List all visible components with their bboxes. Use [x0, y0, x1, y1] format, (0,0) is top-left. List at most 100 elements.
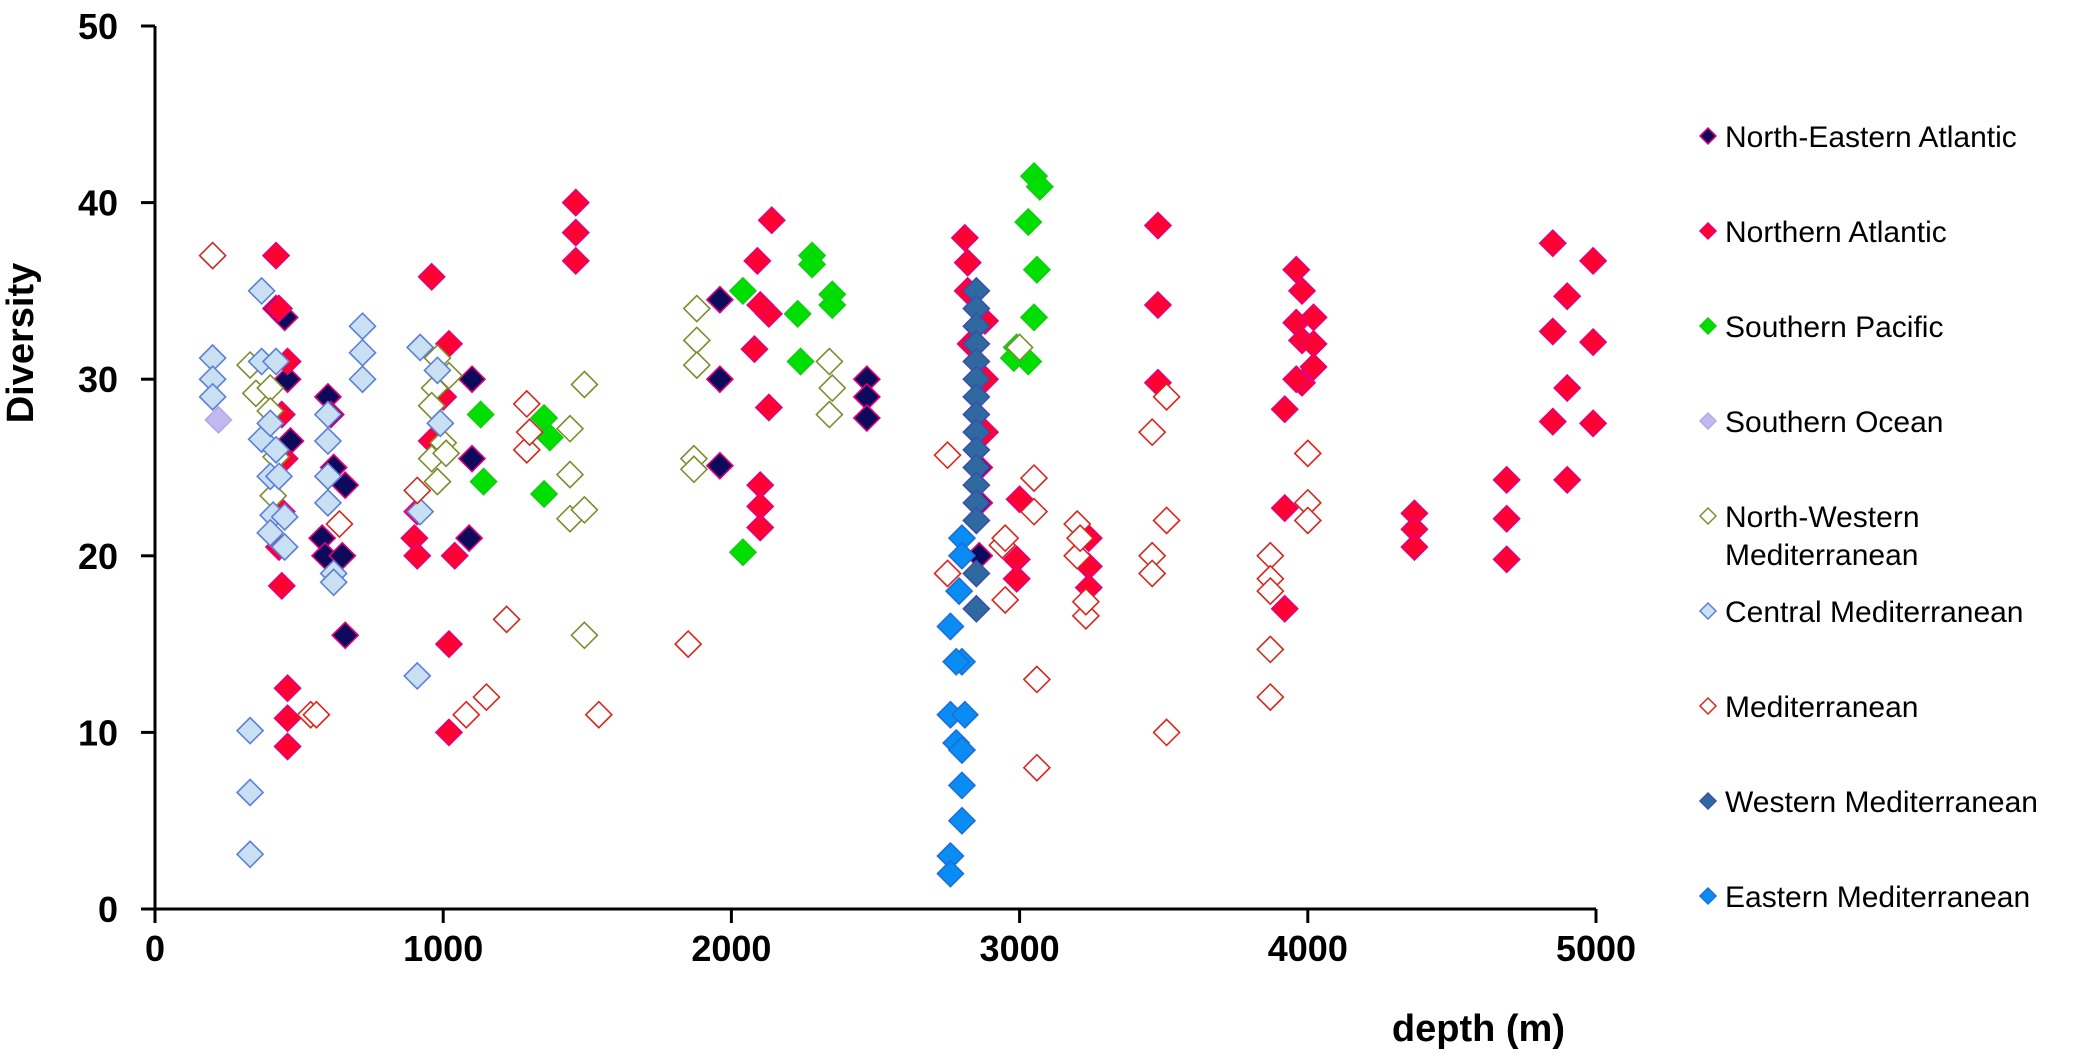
data-point	[492, 605, 521, 634]
data-point	[1143, 211, 1173, 240]
legend-label: Southern Pacific	[1725, 311, 1943, 344]
series-northern-atlantic	[261, 188, 1608, 761]
data-point	[555, 414, 585, 443]
legend-marker	[1698, 506, 1718, 526]
data-point	[256, 409, 285, 438]
legend-marker	[1698, 791, 1718, 811]
data-point	[1270, 594, 1299, 623]
legend-marker	[1698, 886, 1718, 906]
data-point	[962, 506, 991, 535]
data-point	[417, 262, 446, 291]
data-points	[198, 161, 1608, 888]
data-point	[273, 704, 302, 733]
data-point	[264, 462, 294, 491]
legend-label: North-Eastern Atlantic	[1725, 121, 2017, 154]
legend-marker	[1698, 126, 1718, 146]
data-point	[1538, 317, 1567, 346]
data-point	[1256, 682, 1285, 712]
data-point	[403, 476, 432, 505]
data-point	[256, 518, 285, 547]
legend-label: North-Western	[1725, 501, 1920, 534]
data-point	[426, 409, 455, 438]
data-point	[570, 621, 599, 650]
legend-item: Southern Ocean	[1698, 406, 1943, 439]
legend: North-Eastern Atlantic Northern Atlantic S…	[1698, 121, 2038, 914]
data-point	[1019, 497, 1049, 526]
data-point	[740, 335, 769, 364]
data-point	[783, 299, 812, 328]
data-point	[423, 356, 452, 385]
legend-label: Mediterranean	[1725, 539, 1918, 572]
data-point	[1578, 409, 1608, 438]
data-point	[423, 467, 452, 496]
data-point	[561, 246, 590, 276]
data-point	[555, 460, 585, 489]
data-point	[947, 771, 977, 800]
data-point	[991, 524, 1020, 553]
x-tick-label: 1000	[403, 928, 483, 969]
data-point	[452, 700, 481, 729]
legend-label: Mediterranean	[1725, 691, 1918, 724]
data-point	[313, 488, 343, 517]
legend-marker	[1698, 601, 1718, 621]
data-point	[1063, 541, 1092, 570]
data-point	[348, 312, 377, 341]
data-point	[1005, 485, 1034, 514]
data-point	[757, 206, 786, 235]
series-central-mediterranean	[198, 276, 455, 869]
data-point	[198, 241, 227, 270]
y-tick-label: 40	[78, 183, 118, 224]
data-point	[584, 700, 613, 729]
data-point	[1293, 439, 1322, 468]
data-point	[962, 594, 991, 623]
data-point	[325, 509, 354, 539]
data-point	[570, 370, 599, 399]
x-tick-label: 4000	[1268, 928, 1348, 969]
data-point	[434, 718, 464, 747]
data-point	[1492, 504, 1521, 533]
data-point	[682, 294, 711, 323]
legend-label: Northern Atlantic	[1725, 216, 1947, 249]
legend-label: Western Mediterranean	[1725, 786, 2038, 819]
data-point	[1553, 282, 1582, 311]
data-point	[1538, 407, 1567, 436]
data-point	[933, 441, 962, 470]
series-southern-pacific	[466, 161, 1054, 567]
data-point	[1293, 506, 1322, 535]
data-point	[815, 347, 844, 376]
data-point	[746, 290, 775, 320]
data-point	[991, 585, 1020, 615]
data-point	[403, 541, 432, 570]
data-point	[512, 435, 541, 464]
data-point	[472, 682, 501, 712]
data-point	[1152, 506, 1181, 535]
data-point	[261, 241, 291, 270]
data-point	[953, 248, 982, 277]
y-tick-label: 0	[98, 889, 118, 930]
legend-item: North-Western Mediterranean	[1698, 501, 1920, 572]
x-tick-label: 3000	[980, 928, 1060, 969]
data-point	[235, 716, 265, 745]
data-point	[682, 326, 711, 355]
data-point	[1022, 665, 1052, 694]
data-point	[674, 629, 703, 659]
series-north-eastern-atlantic	[261, 285, 994, 650]
series-eastern-mediterranean	[936, 524, 979, 888]
data-point	[797, 250, 827, 279]
data-point	[457, 444, 487, 473]
data-point	[457, 365, 487, 394]
data-point	[944, 576, 974, 606]
y-tick-label: 30	[78, 359, 118, 400]
legend-item: North-Eastern Atlantic	[1698, 121, 2017, 154]
legend-item: Central Mediterranean	[1698, 596, 2024, 629]
data-point	[431, 439, 461, 468]
data-point	[1282, 365, 1311, 394]
data-point	[1282, 255, 1311, 284]
data-point	[786, 347, 815, 376]
data-point	[1138, 418, 1167, 447]
data-point	[348, 365, 377, 394]
data-point	[933, 559, 962, 588]
data-point	[1578, 327, 1608, 357]
tick-labels: 0 10 20 30 40 50 0 1000 2000 3000 4000 5000	[78, 6, 1636, 969]
data-point	[561, 188, 590, 217]
